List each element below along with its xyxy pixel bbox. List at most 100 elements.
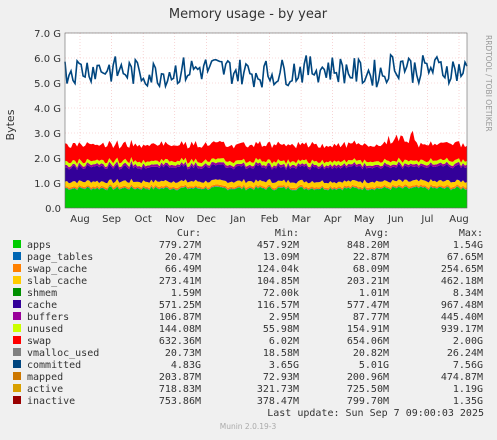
x-tick-label: Jul (420, 214, 433, 225)
legend-label: buffers (27, 312, 69, 323)
legend-value-min: 18.58M (263, 348, 299, 359)
legend-label: swap (27, 336, 51, 347)
legend-value-max: 26.24M (447, 348, 483, 359)
legend-value-avg: 203.21M (347, 276, 389, 287)
y-tick-label: 7.0 G (34, 29, 61, 40)
legend-label: committed (27, 360, 81, 371)
legend-value-max: 462.18M (441, 276, 483, 287)
line-committed (64, 52, 468, 90)
legend-value-cur: 632.36M (159, 336, 201, 347)
legend-swatch (13, 264, 21, 272)
legend-value-cur: 66.49M (165, 264, 201, 275)
legend-value-min: 2.95M (269, 312, 299, 323)
legend-value-min: 104.85M (257, 276, 299, 287)
legend-value-avg: 725.50M (347, 384, 389, 395)
series-lines (64, 32, 468, 209)
legend-value-min: 55.98M (263, 324, 299, 335)
legend-value-max: 1.54G (453, 240, 483, 251)
x-tick-label: Jan (229, 214, 245, 225)
x-tick-label: Mar (292, 214, 312, 225)
legend-value-avg: 1.01M (359, 288, 389, 299)
legend-value-max: 2.00G (453, 336, 483, 347)
x-tick-label: Aug (70, 214, 90, 225)
legend-value-avg: 200.96M (347, 372, 389, 383)
legend-value-max: 7.56G (453, 360, 483, 371)
legend-swatch (13, 288, 21, 296)
legend-value-cur: 779.27M (159, 240, 201, 251)
rrdtool-credit: RRDTOOL / TOBI OETIKER (484, 35, 493, 132)
legend-label: active (27, 384, 63, 395)
legend-swatch (13, 384, 21, 392)
y-tick-label: 6.0 G (34, 54, 61, 65)
legend-swatch (13, 360, 21, 368)
x-tick-label: Apr (324, 214, 342, 225)
legend-header: Avg: (365, 228, 389, 239)
legend-swatch (13, 396, 21, 404)
legend-value-min: 72.00k (263, 288, 299, 299)
stacked-areas (65, 130, 467, 208)
y-axis-label: Bytes (4, 109, 17, 140)
legend-value-cur: 4.83G (171, 360, 201, 371)
legend-value-cur: 144.08M (159, 324, 201, 335)
legend-header: Min: (275, 228, 299, 239)
legend-value-cur: 273.41M (159, 276, 201, 287)
x-tick-label: Jun (387, 214, 404, 225)
x-tick-label: Aug (449, 214, 469, 225)
x-tick-label: Dec (197, 214, 216, 225)
legend-value-max: 967.48M (441, 300, 483, 311)
legend-value-max: 254.65M (441, 264, 483, 275)
legend-label: cache (27, 300, 57, 311)
legend-value-max: 1.35G (453, 396, 483, 407)
legend-value-max: 1.19G (453, 384, 483, 395)
legend-value-avg: 654.06M (347, 336, 389, 347)
x-ticks: Aug Sep Oct Nov Dec Jan Feb Mar Apr May Jun Jul Aug (70, 214, 469, 225)
legend-value-avg: 87.77M (353, 312, 389, 323)
legend-value-min: 321.73M (257, 384, 299, 395)
area-unused (65, 157, 467, 168)
legend-label: swap_cache (27, 264, 87, 275)
x-tick-label: Oct (135, 214, 152, 225)
legend-value-min: 13.09M (263, 252, 299, 263)
legend-value-cur: 20.47M (165, 252, 201, 263)
area-swap_cache (65, 184, 467, 190)
area-apps (65, 186, 467, 208)
legend-value-max: 67.65M (447, 252, 483, 263)
legend-value-avg: 799.70M (347, 396, 389, 407)
plot-frame (64, 32, 468, 209)
legend-swatch (13, 312, 21, 320)
legend-value-max: 474.87M (441, 372, 483, 383)
legend-value-avg: 68.09M (353, 264, 389, 275)
area-slab_cache (65, 178, 467, 189)
chart-title: Memory usage - by year (169, 7, 328, 22)
legend-swatch (13, 240, 21, 248)
area-swap (65, 130, 467, 164)
legend-label: mapped (27, 372, 63, 383)
legend-header: Max: (459, 228, 483, 239)
x-tick-label: Sep (102, 214, 121, 225)
legend-value-min: 124.04k (257, 264, 299, 275)
legend-swatch (13, 348, 21, 356)
legend-value-min: 6.02M (269, 336, 299, 347)
legend-value-cur: 718.83M (159, 384, 201, 395)
legend-value-max: 8.34M (453, 288, 483, 299)
legend-value-cur: 203.87M (159, 372, 201, 383)
legend-value-avg: 154.91M (347, 324, 389, 335)
legend-value-max: 445.40M (441, 312, 483, 323)
y-tick-label: 2.0 G (34, 154, 61, 165)
legend-label: vmalloc_used (27, 348, 99, 359)
last-update: Last update: Sun Sep 7 09:00:03 2025 (267, 408, 484, 419)
x-tick-label: Feb (261, 214, 279, 225)
y-tick-label: 0.0 (45, 204, 61, 215)
y-tick-label: 1.0 G (34, 179, 61, 190)
y-ticks: 0.0 1.0 G 2.0 G 3.0 G 4.0 G 5.0 G 6.0 G 7.0 G (34, 29, 61, 215)
legend-swatch (13, 336, 21, 344)
legend-value-avg: 20.82M (353, 348, 389, 359)
y-tick-label: 5.0 G (34, 79, 61, 90)
legend: Cur: Min: Avg: Max: apps 779.27M 457.92M 848.20… (13, 228, 483, 407)
area-buffers (65, 160, 467, 170)
munin-credit: Munin 2.0.19-3 (220, 422, 277, 431)
legend-value-min: 3.65G (269, 360, 299, 371)
legend-value-cur: 20.73M (165, 348, 201, 359)
legend-label: slab_cache (27, 276, 87, 287)
